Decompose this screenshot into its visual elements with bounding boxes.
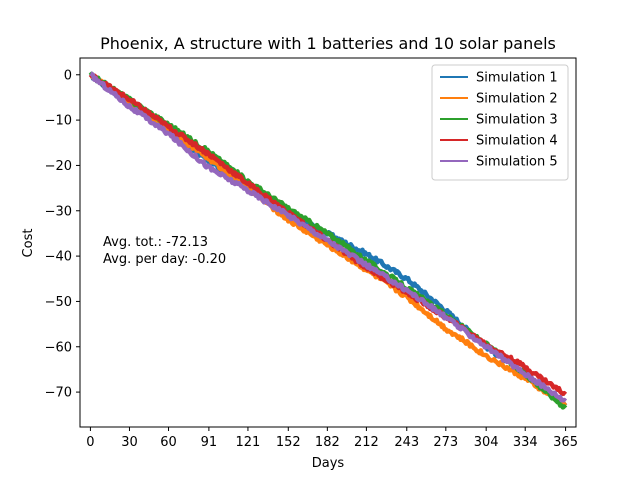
x-tick-label: 212 bbox=[354, 435, 379, 450]
y-tick-label: −20 bbox=[45, 159, 72, 174]
y-tick-label: −60 bbox=[45, 340, 72, 355]
legend-box bbox=[431, 64, 569, 181]
legend: Simulation 1 Simulation 2 Simulation 3 Simu… bbox=[431, 64, 569, 181]
y-tick-label: −30 bbox=[45, 204, 72, 219]
y-tick-label: −70 bbox=[45, 386, 72, 401]
legend-label: Simulation 5 bbox=[476, 155, 558, 170]
x-tick-label: 273 bbox=[433, 435, 458, 450]
x-tick-label: 30 bbox=[121, 435, 138, 450]
y-tick-label: 0 bbox=[64, 68, 72, 83]
x-tick-label: 334 bbox=[513, 435, 538, 450]
x-tick-label: 152 bbox=[276, 435, 301, 450]
annotation-avg-per-day: Avg. per day: -0.20 bbox=[103, 252, 226, 267]
plot-lines bbox=[88, 71, 568, 410]
x-tick-label: 121 bbox=[236, 435, 261, 450]
legend-label: Simulation 3 bbox=[476, 113, 558, 128]
annotation-avg-total: Avg. tot.: -72.13 bbox=[103, 235, 208, 250]
x-tick-label: 304 bbox=[474, 435, 499, 450]
x-tick-label: 60 bbox=[160, 435, 177, 450]
y-tick-label: −40 bbox=[45, 250, 72, 265]
series-line-2 bbox=[89, 73, 568, 408]
x-tick-label: 243 bbox=[394, 435, 419, 450]
series-line-5 bbox=[89, 71, 568, 403]
chart-title: Phoenix, A structure with 1 batteries an… bbox=[100, 34, 556, 53]
x-tick-label: 0 bbox=[86, 435, 94, 450]
plot-frame bbox=[79, 57, 577, 428]
legend-label: Simulation 1 bbox=[476, 71, 558, 86]
x-axis-title: Days bbox=[312, 456, 345, 471]
y-tick-label: −50 bbox=[45, 295, 72, 310]
x-axis: 0 30 60 91 121 152 182 212 243 273 304 334 365 bbox=[86, 427, 578, 450]
y-axis: 0 −10 −20 −30 −40 −50 −60 −70 bbox=[45, 68, 80, 401]
y-axis-title: Cost bbox=[21, 229, 36, 258]
legend-label: Simulation 2 bbox=[476, 92, 558, 107]
x-tick-label: 182 bbox=[315, 435, 340, 450]
y-tick-label: −10 bbox=[45, 114, 72, 129]
x-tick-label: 365 bbox=[553, 435, 578, 450]
x-tick-label: 91 bbox=[201, 435, 218, 450]
legend-label: Simulation 4 bbox=[476, 134, 558, 149]
